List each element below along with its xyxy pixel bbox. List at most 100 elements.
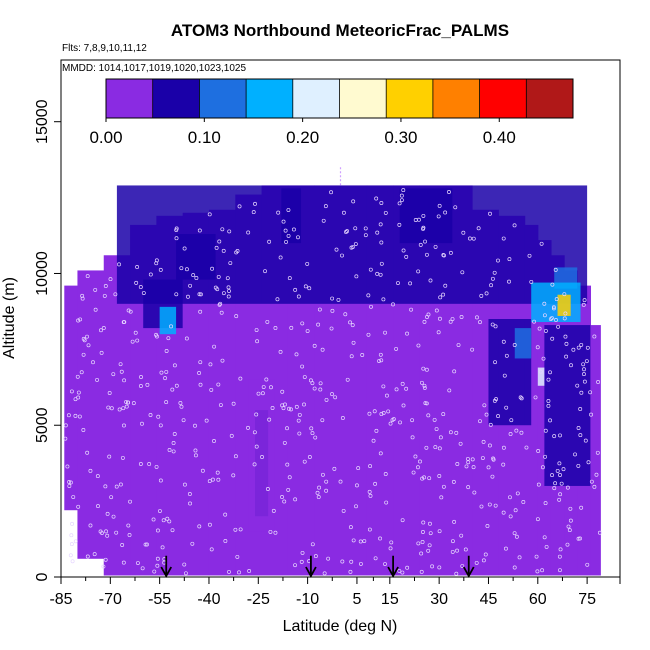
- sample-point: [111, 372, 116, 377]
- sample-point: [217, 239, 222, 244]
- colorbar-tick-label: 0.20: [286, 128, 319, 147]
- x-tick-label: -70: [99, 591, 122, 608]
- sample-point: [514, 428, 519, 433]
- sample-point: [466, 460, 471, 465]
- sample-point: [198, 360, 203, 365]
- sample-point: [363, 233, 368, 238]
- sample-point: [453, 205, 458, 210]
- sample-point: [434, 427, 439, 431]
- sample-point: [448, 250, 453, 255]
- sample-point: [63, 423, 68, 428]
- sample-point: [409, 307, 414, 312]
- sample-point: [322, 571, 327, 576]
- sample-point: [121, 560, 126, 565]
- sample-point: [538, 369, 543, 374]
- sample-point: [539, 241, 544, 246]
- sample-point: [485, 523, 490, 528]
- sample-point: [254, 444, 259, 449]
- sample-point: [238, 527, 243, 532]
- sample-point: [160, 545, 165, 550]
- sample-point: [171, 449, 176, 454]
- sample-point: [167, 447, 172, 452]
- sample-point: [489, 283, 493, 288]
- sample-point: [452, 369, 457, 374]
- sample-point: [135, 338, 140, 343]
- sample-point: [427, 543, 432, 548]
- sample-point: [345, 229, 350, 234]
- colorbar-segment: [246, 79, 294, 118]
- sample-point: [518, 395, 523, 400]
- sample-point: [564, 354, 569, 359]
- sample-point: [315, 490, 320, 495]
- sample-point: [486, 465, 491, 470]
- sample-point: [597, 530, 602, 535]
- sample-point: [174, 228, 179, 232]
- sample-point: [265, 487, 270, 491]
- sample-point: [283, 228, 288, 233]
- sample-point: [208, 362, 213, 367]
- sample-point: [179, 404, 184, 409]
- heatmap-feature: [176, 234, 216, 280]
- x-axis-label: Latitude (deg N): [283, 618, 398, 635]
- sample-point: [184, 336, 189, 341]
- sample-point: [349, 559, 354, 564]
- sample-point: [223, 512, 228, 517]
- sample-point: [320, 418, 325, 423]
- sample-point: [501, 445, 506, 450]
- sample-point: [488, 422, 493, 427]
- sample-point: [287, 406, 291, 411]
- sample-point: [348, 320, 352, 325]
- sample-point: [235, 554, 240, 559]
- sample-point: [501, 339, 506, 344]
- sample-point: [286, 208, 291, 212]
- sample-point: [579, 390, 584, 395]
- sample-point: [307, 286, 312, 291]
- sample-point: [550, 336, 555, 341]
- colorbar-segment: [106, 79, 154, 118]
- sample-point: [588, 390, 593, 395]
- sample-point: [210, 477, 215, 482]
- sample-point: [148, 413, 153, 417]
- sample-point: [216, 477, 221, 482]
- sample-point: [233, 527, 238, 532]
- sample-point: [556, 324, 561, 329]
- sample-point: [103, 284, 108, 288]
- sample-point: [111, 514, 116, 519]
- sample-point: [404, 386, 409, 391]
- sample-point: [76, 395, 81, 400]
- sample-point: [493, 324, 498, 329]
- sample-point: [109, 406, 114, 411]
- sample-point: [218, 403, 223, 407]
- sample-point: [135, 561, 140, 566]
- sample-point: [268, 529, 273, 534]
- sample-point: [371, 438, 376, 443]
- sample-point: [546, 399, 551, 403]
- sample-point: [456, 343, 461, 347]
- sample-point: [438, 435, 443, 440]
- sample-point: [348, 569, 353, 574]
- sample-point: [326, 556, 331, 561]
- sample-point: [487, 443, 492, 448]
- sample-point: [107, 454, 112, 459]
- sample-point: [154, 464, 159, 469]
- sample-point: [299, 559, 304, 564]
- sample-point: [164, 400, 169, 405]
- sample-point: [484, 291, 489, 296]
- sample-point: [553, 267, 558, 272]
- sample-point: [421, 213, 426, 218]
- sample-point: [565, 485, 570, 490]
- colorbar-segment: [526, 79, 574, 118]
- sample-point: [155, 563, 160, 568]
- latitude-arrow-head: [387, 566, 399, 578]
- sample-point: [373, 556, 378, 561]
- sample-point: [164, 369, 169, 374]
- colorbar-segment: [386, 79, 434, 118]
- sample-point: [512, 223, 517, 228]
- sample-point: [289, 325, 294, 330]
- sample-point: [66, 413, 71, 418]
- sample-point: [582, 298, 587, 303]
- sample-point: [197, 228, 202, 233]
- sample-point: [366, 332, 371, 337]
- sample-point: [107, 391, 112, 395]
- sample-point: [120, 455, 125, 460]
